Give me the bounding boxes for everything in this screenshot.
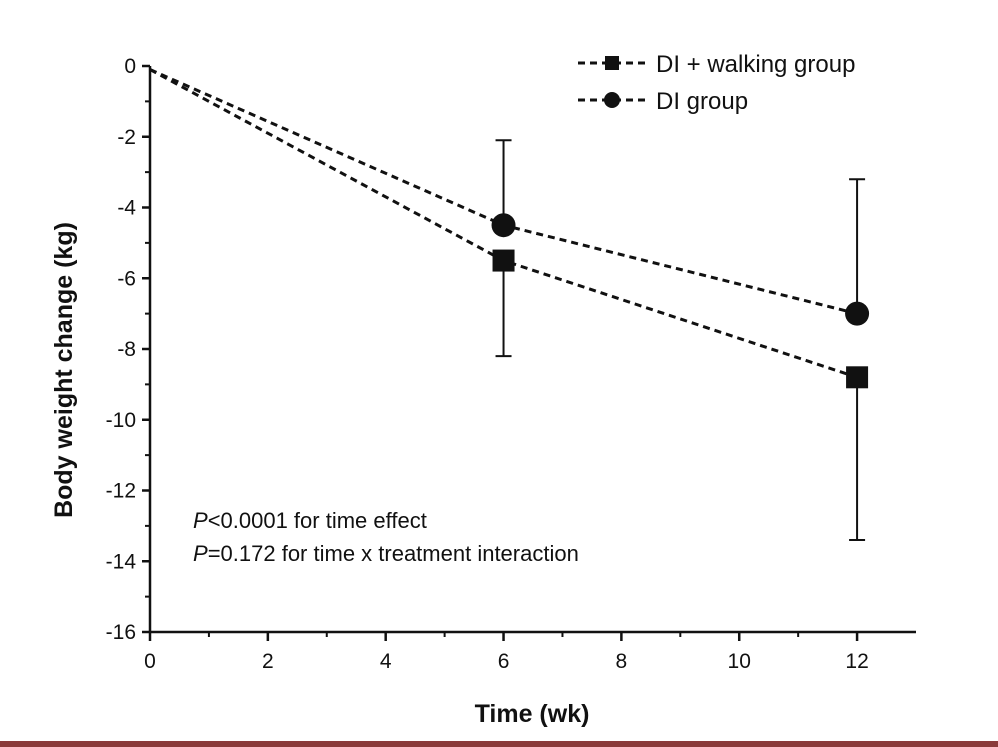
x-tick-label: 12 (845, 650, 868, 673)
bottom-border-strip (0, 741, 998, 747)
data-point-circle (491, 213, 516, 238)
series-di (149, 68, 870, 326)
series (149, 68, 870, 542)
ticks: 0 -2 -4 -6 -8 -10 -12 -14 -16 0 2 4 6 8 10 12 (106, 55, 869, 673)
x-axis-title: Time (wk) (475, 700, 590, 728)
x-tick-label: 8 (616, 650, 628, 673)
y-tick-label: -4 (117, 197, 136, 220)
legend-entry-di-walking: DI + walking group (578, 51, 855, 78)
legend: DI + walking group DI group (578, 51, 855, 115)
y-tick-label: -8 (117, 338, 136, 361)
annotation-interaction: P=0.172 for time x treatment interaction (193, 541, 579, 566)
y-tick-label: -10 (106, 409, 136, 432)
x-tick-label: 6 (498, 650, 510, 673)
y-axis-title: Body weight change (kg) (50, 222, 78, 518)
y-tick-label: -14 (106, 550, 137, 573)
legend-marker-circle (604, 92, 620, 108)
y-tick-label: -12 (106, 480, 136, 503)
legend-entry-di: DI group (578, 88, 748, 115)
x-tick-label: 0 (144, 650, 156, 673)
data-point-square (492, 249, 515, 272)
x-tick-label: 2 (262, 650, 274, 673)
annotation-interaction-text: =0.172 for time x treatment interaction (208, 541, 579, 566)
data-point-square (846, 366, 869, 389)
legend-marker-square (605, 56, 619, 70)
annotation-time-effect-text: <0.0001 for time effect (208, 508, 427, 533)
annotation-p-symbol: P (193, 508, 208, 533)
series-di-walking (149, 68, 869, 542)
legend-label-di-walking: DI + walking group (656, 51, 855, 78)
x-tick-label: 10 (728, 650, 751, 673)
y-tick-label: -16 (106, 621, 136, 644)
legend-label-di: DI group (656, 88, 748, 115)
data-point-circle (845, 301, 870, 326)
y-tick-label: -2 (117, 126, 136, 149)
y-tick-label: -6 (117, 267, 136, 290)
annotation-time-effect: P<0.0001 for time effect (193, 508, 427, 533)
x-tick-label: 4 (380, 650, 392, 673)
annotation-p-symbol: P (193, 541, 208, 566)
y-tick-label: 0 (124, 55, 136, 78)
annotation: P<0.0001 for time effect P=0.172 for tim… (193, 508, 579, 566)
